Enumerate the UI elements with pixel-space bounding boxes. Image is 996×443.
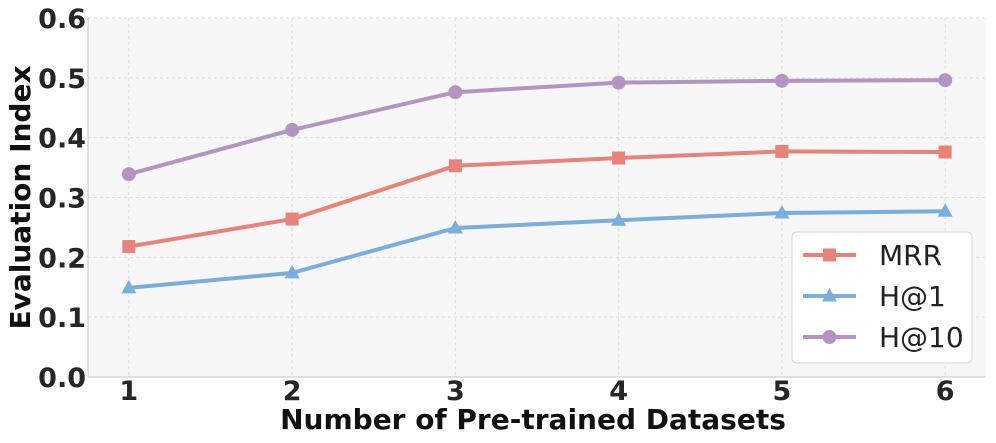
y-axis-title: Evaluation Index — [4, 65, 37, 329]
series-mrr — [122, 144, 952, 254]
data-point-h-1 — [284, 264, 300, 279]
x-axis-title: Number of Pre-trained Datasets — [280, 403, 786, 436]
y-tick-label: 0.0 — [38, 363, 86, 394]
legend-marker-mrr — [823, 248, 836, 262]
y-tick-label: 0.6 — [38, 4, 86, 35]
x-tick-label: 5 — [773, 376, 792, 407]
legend: MRR H@1 H@10 — [791, 231, 973, 364]
data-point-h-10 — [285, 122, 300, 137]
legend-box — [791, 231, 973, 364]
data-point-mrr — [612, 151, 626, 165]
data-point-h-1 — [937, 203, 953, 217]
x-tick-label: 2 — [283, 376, 302, 407]
data-point-mrr — [938, 145, 952, 159]
data-point-h-10 — [774, 73, 789, 88]
y-tick-label: 0.5 — [38, 64, 86, 95]
data-point-mrr — [448, 159, 462, 173]
series-layer — [121, 73, 953, 294]
series-line-h-10 — [126, 78, 948, 177]
y-tick-label: 0.4 — [38, 124, 86, 155]
series-h-10 — [121, 73, 953, 182]
data-point-h-1 — [121, 279, 137, 294]
data-point-mrr — [775, 144, 789, 158]
data-point-mrr — [285, 212, 299, 226]
data-point-h-10 — [121, 167, 136, 182]
series-line-mrr — [126, 149, 948, 249]
x-tick-label: 6 — [936, 376, 955, 407]
x-tick-label: 4 — [609, 376, 628, 407]
data-point-h-1 — [611, 212, 627, 226]
series-line-h-1 — [126, 209, 948, 290]
axes — [87, 18, 986, 378]
legend-label-h-10: H@10 — [879, 321, 964, 354]
y-tick-label: 0.3 — [38, 184, 86, 215]
x-tick-labels: 1 2 3 4 5 6 — [119, 376, 954, 407]
legend-marker-h-10 — [822, 330, 837, 344]
data-point-h-10 — [448, 85, 463, 100]
y-tick-label: 0.1 — [38, 303, 86, 334]
series-h-1 — [121, 203, 953, 294]
y-tick-label: 0.2 — [38, 243, 86, 274]
data-point-mrr — [122, 240, 136, 254]
data-point-h-1 — [774, 205, 790, 219]
data-point-h-10 — [938, 73, 953, 88]
y-tick-labels: 0.0 0.1 0.2 0.3 0.4 0.5 0.6 — [38, 4, 86, 394]
data-point-h-1 — [447, 220, 463, 234]
x-tick-label: 3 — [446, 376, 465, 407]
data-point-h-10 — [611, 75, 626, 90]
legend-label-h-1: H@1 — [879, 280, 946, 313]
legend-marker-h-1 — [822, 288, 837, 302]
x-tick-label: 1 — [119, 376, 138, 407]
legend-label-mrr: MRR — [879, 239, 942, 272]
